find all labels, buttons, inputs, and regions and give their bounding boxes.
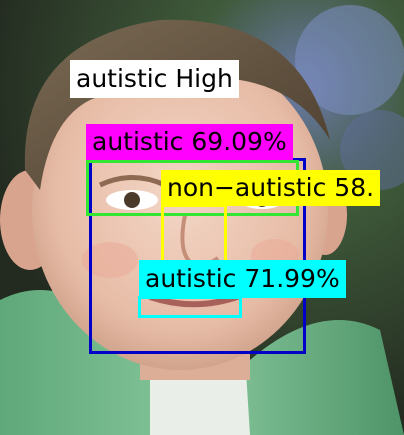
mouth-prediction-label: autistic 71.99% [139,260,346,298]
nose-prediction-label: non−autistic 58. [161,170,381,206]
mouth-detection-box [138,296,242,318]
nose-detection-box [161,204,227,268]
overall-prediction-label: autistic High [70,60,239,98]
eyes-prediction-label: autistic 69.09% [86,124,293,160]
